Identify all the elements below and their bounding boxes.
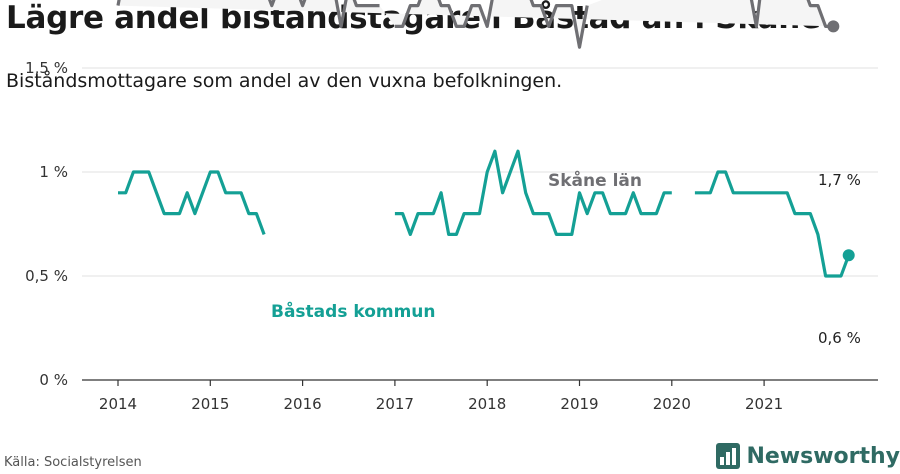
x-tick-label: 2018 bbox=[468, 395, 506, 413]
series-line-skane bbox=[116, 0, 834, 49]
series-line-bastad bbox=[118, 149, 851, 278]
end-label-bastad: 0,6 % bbox=[818, 329, 861, 347]
series-label-skane: Skåne län bbox=[548, 169, 642, 191]
y-axis-labels: 0 %0,5 %1 %1,5 %2 % bbox=[25, 59, 68, 389]
chart-subtitle: Biståndsmottagare som andel av den vuxna… bbox=[6, 70, 563, 92]
end-point-skane bbox=[827, 20, 840, 33]
x-tick-label: 2021 bbox=[745, 395, 783, 413]
end-label-skane: 1,7 % bbox=[818, 171, 861, 189]
brand-name: Newsworthy bbox=[746, 443, 900, 469]
x-tick-label: 2020 bbox=[653, 395, 691, 413]
y-tick-label: 1 % bbox=[39, 163, 68, 181]
series-label-bastad: Båstads kommun bbox=[271, 300, 436, 322]
x-axis-labels: 2014 2015 2016 2017 2018 2019 2020 2021 bbox=[99, 395, 783, 413]
bar-chart-logo-icon bbox=[716, 443, 741, 469]
series-lines bbox=[116, 0, 855, 278]
x-tick-label: 2016 bbox=[284, 395, 322, 413]
line-chart: 0 %0,5 %1 %1,5 %2 % 20142015201620172018… bbox=[25, 0, 878, 413]
range-band-area bbox=[118, 0, 834, 48]
brand-logo: Newsworthy bbox=[716, 443, 900, 469]
range-band bbox=[118, 0, 834, 48]
y-tick-label: 0 % bbox=[39, 371, 68, 389]
x-tick-label: 2017 bbox=[376, 395, 414, 413]
x-tick-label: 2014 bbox=[99, 395, 137, 413]
end-point-bastad bbox=[842, 249, 855, 262]
y-tick-label: 0,5 % bbox=[25, 267, 68, 285]
y-grid bbox=[82, 67, 878, 277]
source-note: Källa: Socialstyrelsen bbox=[4, 455, 142, 470]
x-axis bbox=[82, 379, 878, 386]
series-labels: Skåne län Båstads kommun 1,7 % 0,6 % bbox=[271, 169, 861, 347]
y-tick-label: 1,5 % bbox=[25, 59, 68, 77]
x-tick-label: 2019 bbox=[560, 395, 598, 413]
x-tick-label: 2015 bbox=[191, 395, 229, 413]
